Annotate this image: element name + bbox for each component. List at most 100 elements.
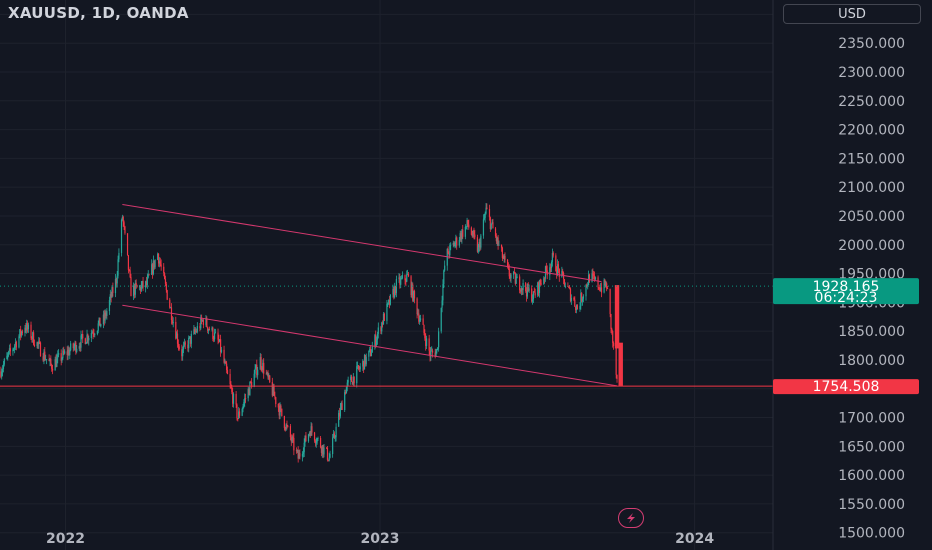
price-tick-label: 2050.000 xyxy=(838,209,905,225)
candle-body xyxy=(232,393,235,404)
candle-body xyxy=(301,454,304,457)
candle-body xyxy=(265,373,267,375)
lightning-icon xyxy=(627,513,635,523)
candle-body xyxy=(32,332,34,339)
candle-body xyxy=(534,292,536,296)
candle-body xyxy=(251,382,253,388)
currency-selector[interactable]: USD xyxy=(783,4,921,24)
candle-body xyxy=(269,375,271,383)
candle-body xyxy=(606,288,609,290)
candle-body xyxy=(484,213,486,218)
candle-body xyxy=(163,266,165,274)
candle-body xyxy=(175,321,177,339)
candle-body xyxy=(570,297,572,302)
candle-body xyxy=(166,290,168,300)
candle-body xyxy=(207,326,209,331)
candle-body xyxy=(585,284,587,297)
candle-body xyxy=(277,403,279,408)
candle-body xyxy=(591,273,593,282)
candle-body xyxy=(207,329,210,331)
candle-body xyxy=(30,324,32,339)
candle-body xyxy=(380,327,382,332)
candle-body xyxy=(48,359,50,362)
candle-body xyxy=(39,341,41,343)
candle-body xyxy=(368,350,370,357)
candle-body xyxy=(600,287,603,293)
candle-body xyxy=(147,274,149,278)
candle-body xyxy=(507,265,510,269)
candle-body xyxy=(496,237,498,242)
price-tick-label: 1500.000 xyxy=(838,526,905,542)
current-price-tag: 1928.165 06:24:23 xyxy=(773,278,919,306)
candle-body xyxy=(550,261,553,269)
candle-body xyxy=(54,359,56,371)
price-tick-label: 1550.000 xyxy=(838,497,905,513)
candle-body xyxy=(298,453,300,459)
candle-body xyxy=(611,328,613,332)
time-axis[interactable]: 2022 2023 2024 xyxy=(46,531,714,547)
candle-body xyxy=(115,278,117,284)
candle-body xyxy=(66,351,68,355)
drawing-layer[interactable] xyxy=(0,203,773,387)
candle-body xyxy=(407,274,409,275)
candle-body xyxy=(356,366,358,384)
candle-body xyxy=(172,321,174,324)
price-tick-label: 2000.000 xyxy=(838,238,905,254)
candle-body xyxy=(504,255,506,260)
candle-body xyxy=(410,276,412,296)
candle-body xyxy=(470,227,472,235)
candle-body xyxy=(329,453,331,458)
candle-countdown-label: 06:24:23 xyxy=(815,290,878,306)
candle-body xyxy=(359,366,361,370)
candle-body xyxy=(358,368,360,370)
candle-body xyxy=(44,351,46,360)
candle-body xyxy=(581,293,583,302)
candle-body xyxy=(33,332,35,345)
candle-body xyxy=(275,397,277,404)
candle-body xyxy=(464,226,466,237)
candle-body xyxy=(75,342,77,352)
price-tick-label: 1600.000 xyxy=(838,468,905,484)
candle-body xyxy=(136,285,138,288)
candle-body xyxy=(39,342,42,357)
candle-body xyxy=(1,369,4,373)
candle-body xyxy=(56,358,58,367)
candle-body xyxy=(346,382,348,388)
candle-body xyxy=(586,284,588,286)
candle-body xyxy=(486,207,488,210)
candle-body xyxy=(610,313,612,329)
candle-body xyxy=(96,330,98,334)
candle-body xyxy=(171,320,173,324)
candle-body xyxy=(573,297,575,300)
candle-body xyxy=(15,342,17,348)
candle-body xyxy=(515,278,517,284)
symbol-title[interactable]: XAUUSD, 1D, OANDA xyxy=(8,4,189,22)
candle-body xyxy=(448,253,450,256)
candle-body xyxy=(437,347,439,350)
candle-body xyxy=(599,288,601,291)
candle-body xyxy=(45,359,48,360)
candle-body xyxy=(84,338,86,345)
candle-body xyxy=(109,294,111,301)
candle-body xyxy=(545,266,547,271)
candle-body xyxy=(606,283,608,289)
candle-body xyxy=(8,348,11,352)
candle-body xyxy=(394,286,397,294)
candle-body xyxy=(72,343,74,349)
candle-body xyxy=(476,237,479,252)
candle-body xyxy=(182,345,185,350)
candle-body xyxy=(159,261,161,265)
candle-body xyxy=(494,228,497,237)
candle-body xyxy=(267,372,269,378)
price-tick-label: 1650.000 xyxy=(838,439,905,455)
candle-body xyxy=(564,285,566,287)
candle-body xyxy=(90,333,92,338)
candle-body xyxy=(124,226,126,234)
candle-body xyxy=(283,416,285,428)
candle-body xyxy=(79,346,81,348)
candle-body xyxy=(27,324,30,330)
candle-body xyxy=(152,260,154,274)
flash-icon[interactable] xyxy=(618,508,644,528)
candle-body xyxy=(182,349,184,357)
